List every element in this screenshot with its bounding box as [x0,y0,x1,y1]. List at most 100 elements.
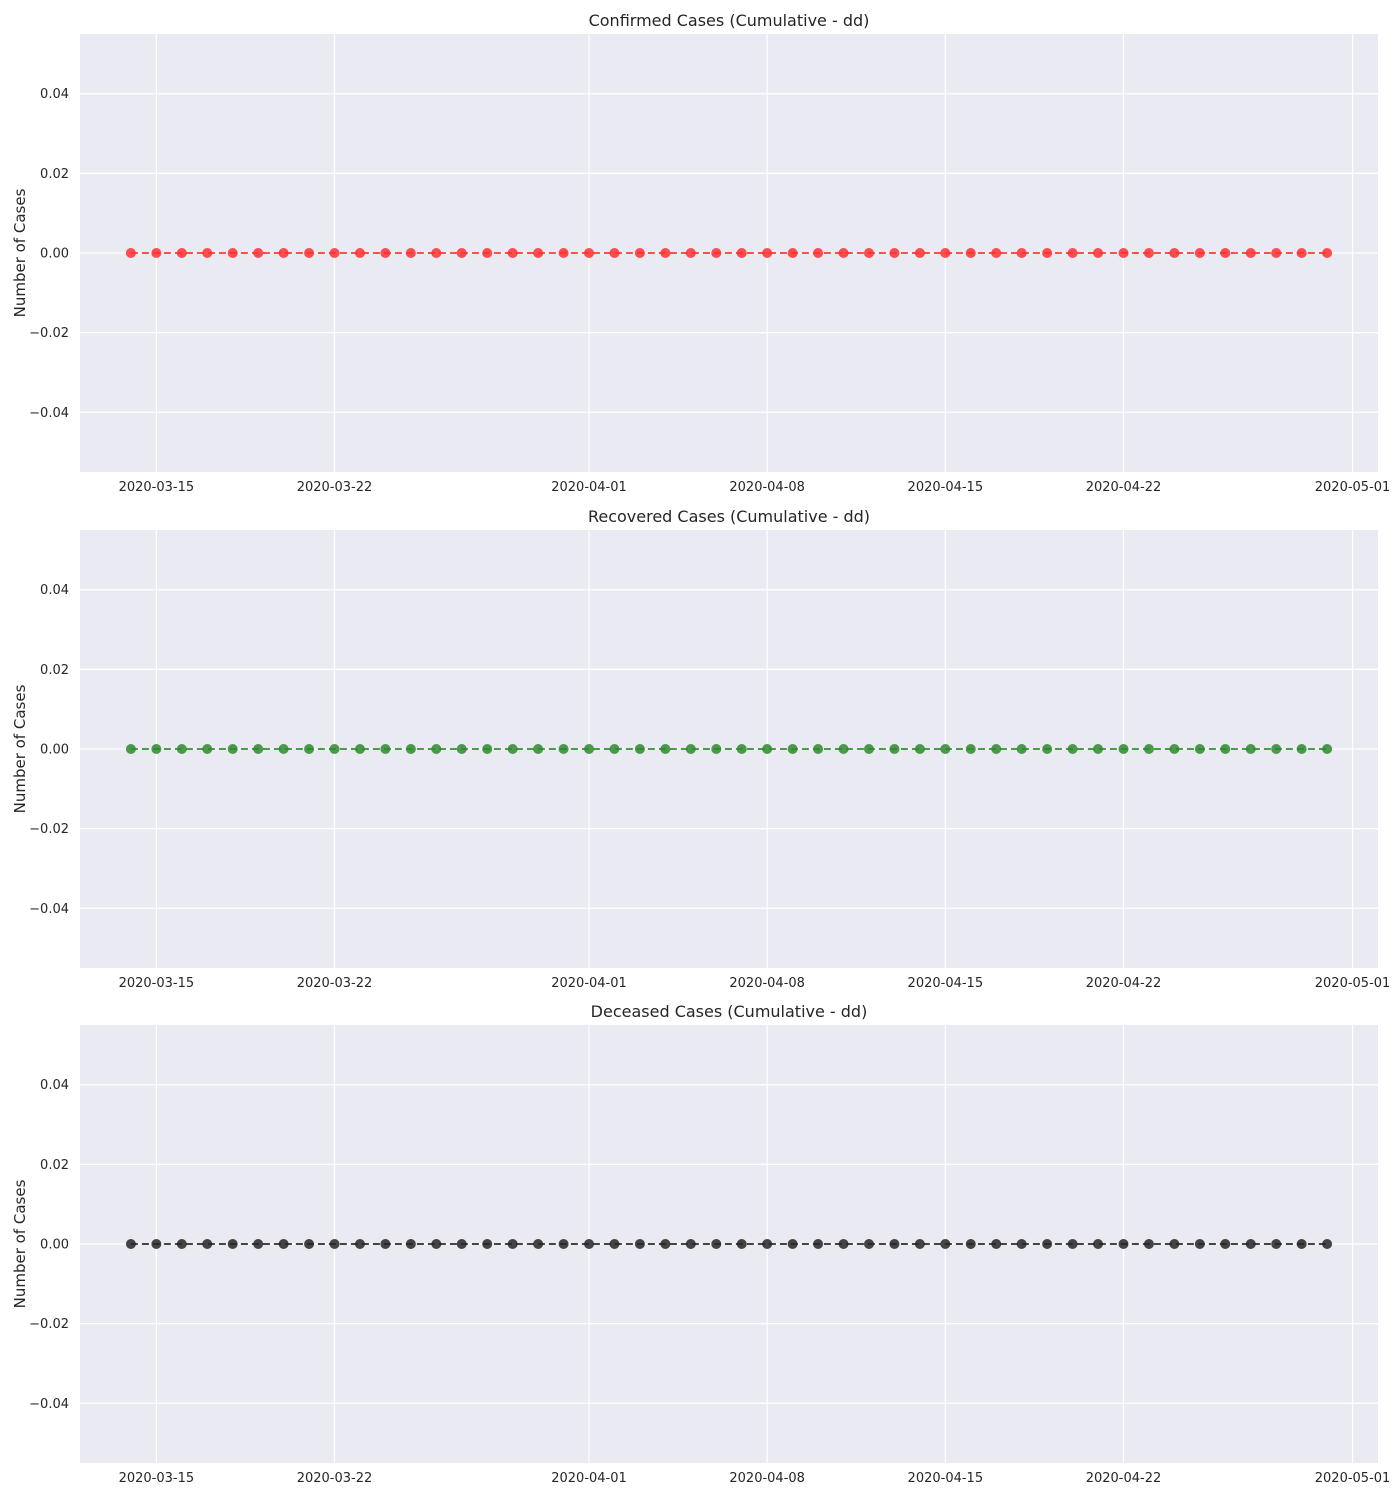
data-point [151,248,162,258]
data-point [609,744,620,754]
data-point [1322,744,1333,754]
data-point [1296,1239,1307,1249]
data-point [685,744,696,754]
x-tick-label: 2020-04-22 [1086,1471,1162,1486]
data-point [1169,744,1180,754]
data-point [304,248,315,258]
y-tick-label: −0.04 [29,1397,69,1412]
data-point [787,248,798,258]
data-point [736,248,747,258]
data-point [1093,248,1104,258]
data-point [787,744,798,754]
data-point [1296,248,1307,258]
data-point [1245,1239,1256,1249]
data-point [965,1239,976,1249]
data-point [253,744,264,754]
x-tick-label: 2020-03-15 [119,1471,195,1486]
data-point [558,1239,569,1249]
x-tick-label: 2020-04-15 [908,1471,984,1486]
data-point [1143,1239,1154,1249]
data-point [380,248,391,258]
data-point [584,744,595,754]
x-tick-label: 2020-05-01 [1315,1471,1391,1486]
data-point [1016,1239,1027,1249]
data-point [863,248,874,258]
data-point [965,248,976,258]
data-point [1220,248,1231,258]
data-point [863,744,874,754]
data-point [711,1239,722,1249]
data-point [1118,1239,1129,1249]
data-point [304,744,315,754]
data-point [1194,248,1205,258]
data-point [431,248,442,258]
data-point [304,1239,315,1249]
data-point [456,1239,467,1249]
data-point [227,1239,238,1249]
data-point [1118,248,1129,258]
y-tick-label: 0.02 [40,167,69,182]
x-tick-label: 2020-04-01 [551,976,627,991]
data-point [711,248,722,258]
data-point [584,248,595,258]
data-point [329,744,340,754]
y-tick-label: 0.04 [40,583,69,598]
data-point [431,1239,442,1249]
data-point [634,1239,645,1249]
data-point [507,744,518,754]
data-point [1220,744,1231,754]
y-axis-label: Number of Cases [11,684,29,813]
x-tick-label: 2020-05-01 [1315,480,1391,495]
x-tick-label: 2020-05-01 [1315,976,1391,991]
data-point [1271,1239,1282,1249]
y-tick-label: 0.00 [40,1238,69,1253]
y-tick-label: 0.00 [40,247,69,262]
data-point [762,1239,773,1249]
data-point [533,744,544,754]
data-point [889,1239,900,1249]
data-point [482,248,493,258]
data-point [151,1239,162,1249]
data-point [991,248,1002,258]
data-point [813,744,824,754]
data-point [787,1239,798,1249]
y-tick-label: 0.00 [40,743,69,758]
data-point [1118,744,1129,754]
x-tick-label: 2020-03-15 [119,976,195,991]
data-point [889,248,900,258]
x-tick-label: 2020-04-22 [1086,480,1162,495]
x-tick-label: 2020-04-01 [551,1471,627,1486]
data-point [278,248,289,258]
x-tick-label: 2020-04-08 [729,480,805,495]
data-point [660,744,671,754]
data-point [1067,744,1078,754]
data-point [202,744,213,754]
data-point [660,248,671,258]
data-point [889,744,900,754]
data-point [533,1239,544,1249]
data-point [354,744,365,754]
data-point [609,1239,620,1249]
y-tick-label: 0.04 [40,87,69,102]
data-point [609,248,620,258]
data-point [431,744,442,754]
data-point [278,1239,289,1249]
x-tick-label: 2020-04-01 [551,480,627,495]
data-point [125,248,136,258]
data-point [685,1239,696,1249]
data-point [558,744,569,754]
data-point [914,1239,925,1249]
chart-title: Confirmed Cases (Cumulative - dd) [589,11,870,30]
chart-title: Deceased Cases (Cumulative - dd) [591,1002,868,1021]
data-point [838,744,849,754]
y-tick-label: −0.04 [29,902,69,917]
chart-panel-2: 0.04 0.02 0.00 −0.02 −0.04 2020-03-15 2020-03-… [11,507,1390,991]
data-point [1143,248,1154,258]
data-point [202,1239,213,1249]
data-point [838,248,849,258]
data-point [125,1239,136,1249]
data-point [1093,1239,1104,1249]
data-point [914,248,925,258]
data-point [838,1239,849,1249]
x-tick-label: 2020-04-15 [908,976,984,991]
